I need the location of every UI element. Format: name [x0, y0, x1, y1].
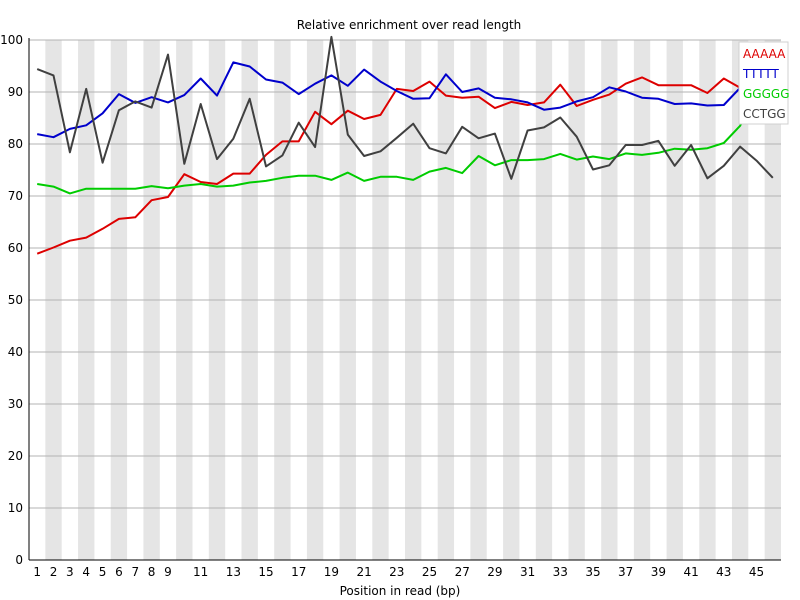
series-lines — [36, 35, 774, 255]
x-tick-label: 2 — [50, 565, 58, 579]
y-tick-label: 90 — [8, 85, 23, 99]
gridlines — [29, 39, 781, 509]
y-tick-label: 10 — [8, 501, 23, 515]
y-tick-label: 80 — [8, 137, 23, 151]
y-tick-label: 20 — [8, 449, 23, 463]
x-tick-label: 7 — [131, 565, 139, 579]
y-tick-label: 0 — [15, 553, 23, 567]
x-tick-label: 39 — [651, 565, 666, 579]
legend: AAAAA TTTTT GGGGG CCTGG — [738, 41, 790, 125]
legend-entry: CCTGG — [743, 107, 786, 121]
y-tick-label: 50 — [8, 293, 23, 307]
x-tick-label: 11 — [193, 565, 208, 579]
legend-entry: TTTTT — [742, 67, 779, 81]
x-tick-label: 17 — [291, 565, 306, 579]
x-tick-label: 5 — [99, 565, 107, 579]
y-tick-label: 70 — [8, 189, 23, 203]
y-tick-label: 40 — [8, 345, 23, 359]
x-tick-label: 9 — [164, 565, 172, 579]
series-line-ttttt — [37, 61, 758, 139]
x-tick-label: 29 — [487, 565, 502, 579]
y-tick-labels: 0 10 20 30 40 50 60 70 80 90 100 — [0, 33, 23, 567]
chart-title: Relative enrichment over read length — [297, 18, 522, 32]
x-tick-label: 13 — [226, 565, 241, 579]
x-tick-label: 6 — [115, 565, 123, 579]
x-tick-labels: 1 2 3 4 5 6 7 8 9 11 13 15 17 19 21 23 25 27 29 31 33 35 37 39 4… — [33, 565, 764, 579]
x-tick-label: 1 — [33, 565, 41, 579]
x-tick-label: 37 — [618, 565, 633, 579]
y-tick-label: 60 — [8, 241, 23, 255]
x-tick-label: 33 — [553, 565, 568, 579]
legend-entry: AAAAA — [743, 47, 786, 61]
x-tick-label: 15 — [258, 565, 273, 579]
x-tick-label: 19 — [324, 565, 339, 579]
series-line-aaaaa — [36, 65, 758, 255]
x-tick-label: 35 — [585, 565, 600, 579]
x-axis-label: Position in read (bp) — [340, 584, 461, 598]
x-tick-label: 41 — [683, 565, 698, 579]
x-tick-label: 25 — [422, 565, 437, 579]
legend-box — [738, 41, 789, 125]
x-tick-label: 45 — [749, 565, 764, 579]
x-tick-label: 43 — [716, 565, 731, 579]
y-tick-label: 30 — [8, 397, 23, 411]
x-tick-label: 8 — [148, 565, 156, 579]
x-tick-label: 4 — [82, 565, 90, 579]
y-tick-label: 100 — [0, 33, 23, 47]
legend-entry: GGGGG — [743, 87, 790, 101]
x-tick-label: 3 — [66, 565, 74, 579]
x-tick-label: 27 — [455, 565, 470, 579]
series-line-ggggg — [37, 93, 758, 195]
x-tick-label: 23 — [389, 565, 404, 579]
x-tick-label: 31 — [520, 565, 535, 579]
series-line-cctgg — [36, 35, 774, 180]
x-tick-label: 21 — [356, 565, 371, 579]
